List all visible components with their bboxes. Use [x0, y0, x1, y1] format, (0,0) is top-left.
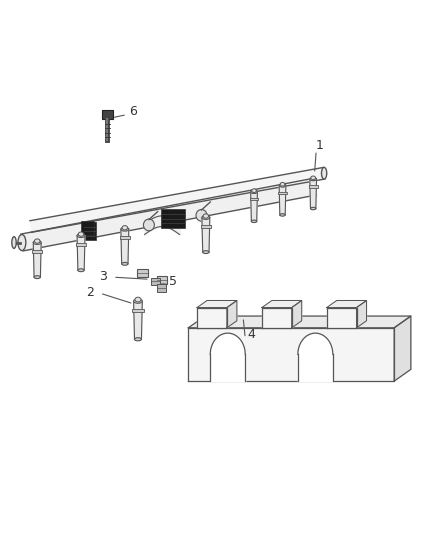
FancyBboxPatch shape	[81, 221, 94, 235]
Polygon shape	[292, 301, 302, 328]
FancyBboxPatch shape	[132, 309, 144, 312]
Ellipse shape	[122, 262, 128, 265]
Ellipse shape	[311, 207, 316, 210]
Polygon shape	[197, 301, 237, 308]
FancyBboxPatch shape	[161, 209, 185, 228]
FancyBboxPatch shape	[76, 243, 86, 246]
Ellipse shape	[135, 297, 141, 302]
Ellipse shape	[134, 299, 142, 303]
Ellipse shape	[251, 190, 258, 193]
Polygon shape	[262, 308, 292, 328]
Polygon shape	[327, 308, 357, 328]
Ellipse shape	[18, 235, 26, 251]
FancyBboxPatch shape	[137, 269, 148, 277]
Polygon shape	[21, 178, 316, 251]
FancyBboxPatch shape	[102, 110, 113, 119]
Ellipse shape	[33, 240, 41, 245]
FancyBboxPatch shape	[309, 185, 318, 188]
Ellipse shape	[121, 227, 129, 231]
Ellipse shape	[202, 215, 210, 220]
Text: 2: 2	[86, 286, 94, 299]
Ellipse shape	[122, 225, 127, 230]
Polygon shape	[77, 236, 85, 270]
Ellipse shape	[144, 219, 154, 231]
Text: 3: 3	[99, 270, 107, 283]
Text: 6: 6	[129, 104, 137, 118]
Polygon shape	[30, 167, 325, 232]
FancyBboxPatch shape	[120, 237, 130, 239]
Polygon shape	[357, 301, 367, 328]
Polygon shape	[121, 229, 129, 264]
FancyBboxPatch shape	[84, 222, 96, 240]
FancyBboxPatch shape	[157, 284, 166, 292]
Ellipse shape	[78, 269, 84, 272]
Ellipse shape	[252, 189, 256, 192]
FancyBboxPatch shape	[201, 225, 211, 228]
FancyBboxPatch shape	[32, 250, 42, 253]
FancyBboxPatch shape	[250, 198, 258, 200]
FancyBboxPatch shape	[157, 276, 167, 284]
Ellipse shape	[134, 338, 141, 341]
Ellipse shape	[203, 214, 208, 218]
Polygon shape	[310, 179, 317, 208]
Ellipse shape	[12, 237, 16, 248]
FancyBboxPatch shape	[278, 192, 287, 194]
Text: 4: 4	[247, 328, 255, 342]
Text: 1: 1	[315, 139, 323, 152]
Ellipse shape	[196, 209, 207, 221]
Ellipse shape	[35, 239, 40, 243]
Polygon shape	[134, 301, 142, 340]
Polygon shape	[227, 301, 237, 328]
Ellipse shape	[280, 182, 285, 186]
Ellipse shape	[280, 214, 285, 216]
Polygon shape	[251, 192, 258, 221]
Ellipse shape	[78, 232, 84, 236]
Ellipse shape	[77, 233, 85, 238]
Polygon shape	[327, 301, 367, 308]
Polygon shape	[279, 185, 286, 215]
Ellipse shape	[203, 251, 209, 254]
Ellipse shape	[311, 176, 315, 180]
Polygon shape	[33, 243, 41, 277]
Polygon shape	[262, 301, 302, 308]
Ellipse shape	[310, 177, 317, 181]
Ellipse shape	[279, 184, 286, 187]
Ellipse shape	[321, 167, 327, 179]
FancyBboxPatch shape	[151, 278, 160, 285]
Polygon shape	[202, 217, 210, 252]
Polygon shape	[188, 328, 394, 381]
Polygon shape	[188, 316, 411, 328]
Ellipse shape	[251, 220, 257, 223]
Ellipse shape	[34, 276, 40, 279]
Text: 5: 5	[169, 275, 177, 288]
Polygon shape	[197, 308, 227, 328]
Polygon shape	[394, 316, 411, 381]
